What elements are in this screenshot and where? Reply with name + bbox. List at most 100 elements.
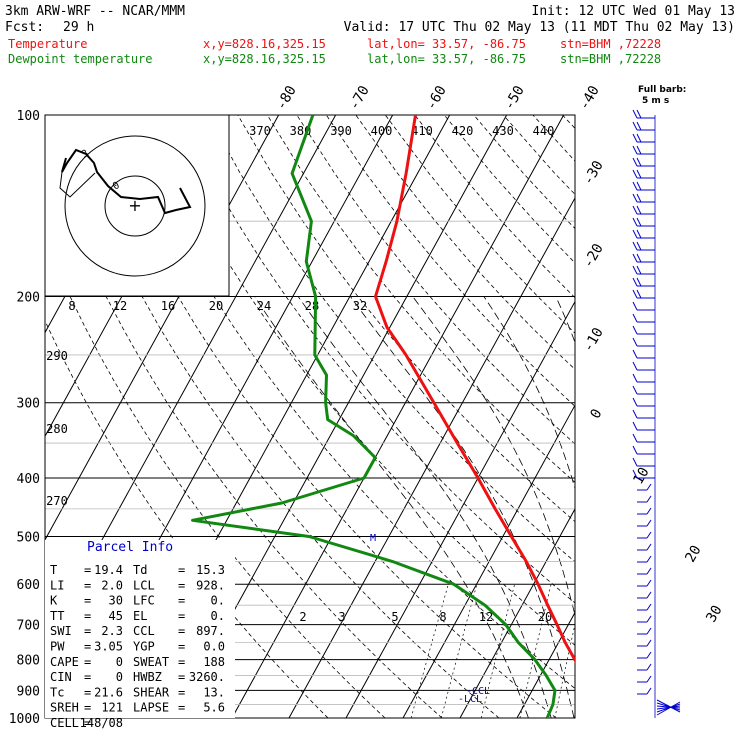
parcel-info-cell: = <box>84 609 91 623</box>
wind-barb-flag <box>632 385 638 395</box>
wind-barb-flag <box>646 687 652 695</box>
wind-barb <box>632 229 655 239</box>
wind-barb <box>632 205 655 215</box>
wind-barb-flag <box>636 205 642 215</box>
wind-barb <box>637 531 652 539</box>
parcel-info-cell: Tc <box>50 685 64 699</box>
parcel-info-cell: CIN <box>50 670 72 684</box>
parcel-info-cell: = <box>178 701 185 715</box>
moist-adiabat-line <box>412 296 575 617</box>
wind-barb-flag <box>632 229 638 239</box>
wind-barb <box>632 265 655 275</box>
hodograph-trace <box>61 148 192 215</box>
wind-barb <box>637 519 652 527</box>
dry-adiabat-line <box>384 115 575 334</box>
wind-barb-surface <box>656 701 681 716</box>
hodograph-center-mark: + <box>128 196 141 215</box>
parcel-info-cell: 0 <box>116 655 123 669</box>
isotherm-line <box>631 115 740 718</box>
parcel-info-cell: 2.0 <box>101 578 123 592</box>
wind-barb <box>632 469 655 479</box>
lcl-marker: -LCL <box>458 694 482 705</box>
wind-barb <box>632 397 655 407</box>
parcel-info-cell: T <box>50 563 57 577</box>
parcel-info-cell: 897. <box>196 624 225 638</box>
pressure-tick-label: 1000 <box>9 712 40 727</box>
wind-barb-flag <box>632 193 638 203</box>
wind-barb <box>632 121 655 131</box>
parcel-info-cell: EL <box>133 609 147 623</box>
wind-barb-flag <box>636 253 642 263</box>
isotherm-label: 30 <box>703 603 725 626</box>
wind-barb <box>632 433 655 443</box>
wind-barb <box>637 627 652 635</box>
wind-barb-flag <box>632 217 638 227</box>
isotherm-label: -10 <box>580 325 607 355</box>
wind-barb-flag <box>632 445 638 455</box>
wind-barb <box>632 337 655 347</box>
wind-barb-flag <box>632 361 638 371</box>
header-fcst-value: 29 h <box>63 20 94 35</box>
wind-barb-flag <box>632 397 638 407</box>
mixing-ratio-label: 8 <box>439 610 446 624</box>
dry-adiabat-line <box>562 115 575 129</box>
parcel-marker: M <box>370 533 376 544</box>
hodograph: + 3 0 <box>44 114 230 297</box>
hodograph-speed-label: 32 <box>353 299 367 313</box>
isotherm-label: 20 <box>682 543 704 566</box>
wind-barb <box>632 349 655 359</box>
hodograph-speed-label: 24 <box>257 299 271 313</box>
hodograph-trace-tail <box>59 171 96 198</box>
wind-barb-flag <box>632 277 638 287</box>
wind-barb-flag <box>636 289 642 299</box>
parcel-info-cell: = <box>178 655 185 669</box>
wind-barb-key-label: Full barb: <box>638 85 686 95</box>
pressure-tick-label: 300 <box>17 397 40 412</box>
ccl-marker: -CCL <box>466 686 490 697</box>
isotherm-line <box>345 300 575 718</box>
parcel-info-cell: HWBZ <box>133 670 162 684</box>
isotherm-line <box>288 196 575 718</box>
pressure-tick-label: 700 <box>17 619 40 634</box>
isotherm-label: -70 <box>346 83 373 113</box>
isotherm-label: -80 <box>273 83 300 113</box>
wind-barbs <box>632 109 681 718</box>
parcel-info-cell: 0. <box>211 594 225 608</box>
parcel-info-cell: 2.3 <box>101 624 123 638</box>
parcel-info-cell: 15.3 <box>196 563 225 577</box>
wind-barb-flag <box>636 265 642 275</box>
wind-barb <box>637 663 652 671</box>
wind-barb-flag <box>632 337 638 347</box>
wind-barb-flag <box>646 627 652 635</box>
pressure-tick-label: 200 <box>17 291 40 306</box>
parcel-info-cell: LCL <box>133 578 155 592</box>
wind-barb-flag <box>636 157 642 167</box>
wind-barb-flag <box>636 121 642 131</box>
wind-barb-flag <box>646 579 652 587</box>
parcel-info-cell: 148/08 <box>80 716 123 730</box>
wind-barb-flag <box>636 229 642 239</box>
isotherm-label: -40 <box>576 83 603 113</box>
sounding-profiles <box>191 115 575 718</box>
wind-barb-flag <box>646 543 652 551</box>
wind-barb <box>632 277 655 287</box>
parcel-info-box <box>45 540 235 718</box>
isotherm-line <box>459 507 575 718</box>
wind-barb <box>632 361 655 371</box>
dry-adiabat-line <box>296 115 575 445</box>
wind-barb-flag <box>632 421 638 431</box>
wind-barb-flag <box>636 181 642 191</box>
wind-barb <box>632 169 655 179</box>
parcel-info-cell: K <box>50 594 58 608</box>
moist-adiabat-line <box>555 296 575 344</box>
wind-barb <box>637 555 652 563</box>
theta-label: 410 <box>411 124 433 138</box>
pressure-tick-label: 900 <box>17 684 40 699</box>
wind-barb <box>632 445 655 455</box>
parcel-info-title: Parcel Info <box>87 540 173 555</box>
theta-label: 420 <box>452 124 474 138</box>
legend-dewpoint: Dewpoint temperature <box>8 52 153 66</box>
wind-barb-flag <box>646 603 652 611</box>
wind-barb-flag <box>646 675 652 683</box>
parcel-info-cell: 188 <box>203 655 225 669</box>
